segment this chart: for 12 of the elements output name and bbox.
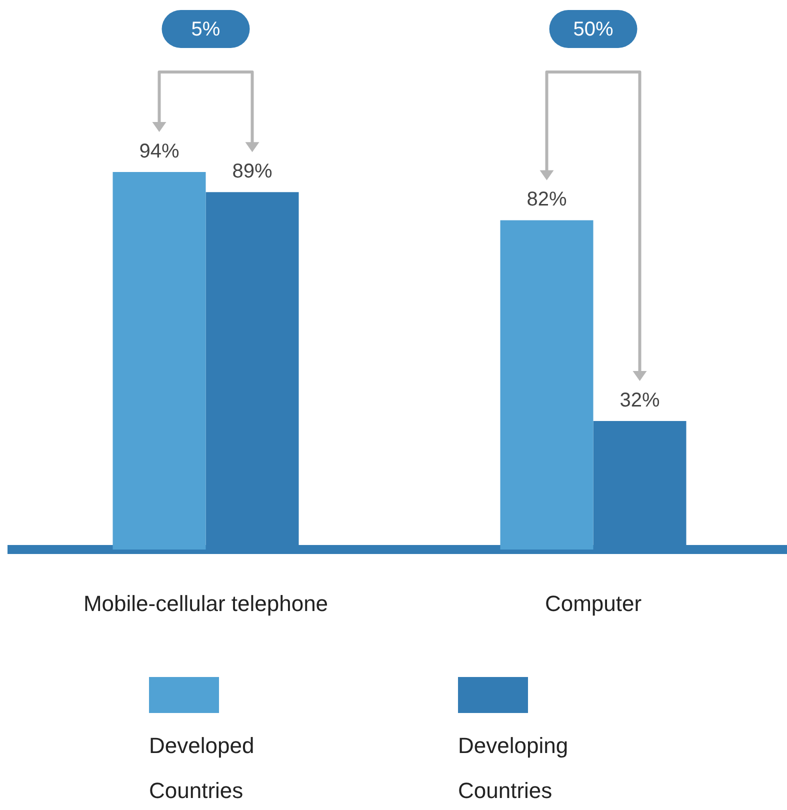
text: 50% bbox=[573, 18, 614, 41]
data-label: 82% bbox=[526, 188, 567, 211]
text: 5% bbox=[191, 18, 220, 41]
legend-label: Developed Countries bbox=[149, 732, 256, 805]
data-label: 94% bbox=[139, 140, 180, 163]
data-label: 89% bbox=[232, 160, 272, 183]
legend-label: Developing Countries bbox=[458, 732, 570, 805]
data-label: 32% bbox=[620, 390, 660, 412]
bar bbox=[500, 220, 594, 550]
x-tick-label: Computer bbox=[544, 590, 642, 616]
x-tick-label: Mobile-cellular telephone bbox=[83, 590, 328, 616]
bar bbox=[112, 172, 206, 550]
